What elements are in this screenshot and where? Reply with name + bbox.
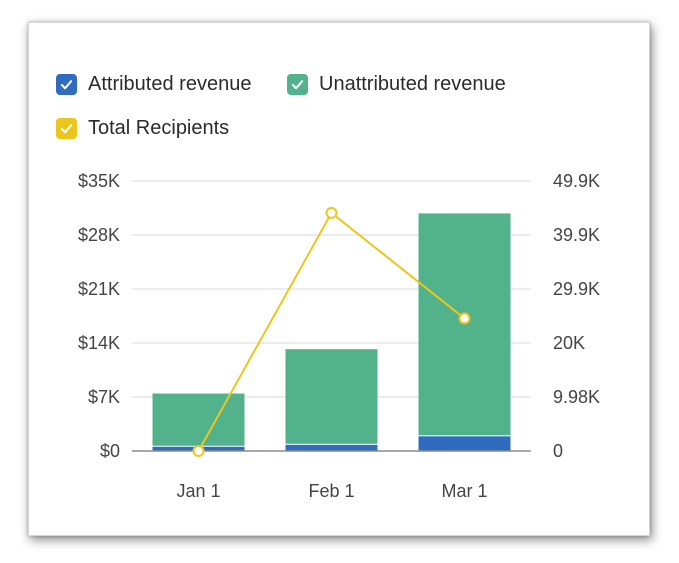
legend-label: Attributed revenue [88,73,252,95]
bar-unattributed-1 [152,393,245,446]
chart-card: Attributed revenue Unattributed revenue To… [28,22,650,536]
y-left-tick-label: $7K [88,387,120,407]
y-right-tick-label: 29.9K [553,279,600,299]
y-left-tick-label: $35K [78,171,120,191]
y-left-tick-label: $28K [78,225,120,245]
y-right-tick-label: 20K [553,333,585,353]
line-point-total-recipients-2 [325,206,338,219]
legend-item-unattributed-revenue[interactable]: Unattributed revenue [287,73,506,96]
legend-checkbox-attributed-revenue[interactable] [56,74,77,95]
x-tick-label: Mar 1 [441,481,487,501]
y-right-tick-label: 0 [553,441,563,461]
legend-checkbox-total-recipients[interactable] [56,118,77,139]
legend-label: Unattributed revenue [319,73,506,95]
x-tick-label: Feb 1 [308,481,354,501]
line-point-total-recipients-3 [458,312,471,325]
y-right-tick-label: 49.9K [553,171,600,191]
y-left-tick-label: $21K [78,279,120,299]
legend-item-total-recipients[interactable]: Total Recipients [56,117,229,140]
x-tick-label: Jan 1 [176,481,220,501]
line-point-total-recipients-1 [192,445,205,457]
y-right-tick-label: 39.9K [553,225,600,245]
y-left-tick-label: $0 [100,441,120,461]
y-left-tick-label: $14K [78,333,120,353]
check-icon [60,80,73,90]
bar-attributed-2 [285,444,378,451]
legend-item-attributed-revenue[interactable]: Attributed revenue [56,73,251,96]
check-icon [291,80,304,90]
legend-checkbox-unattributed-revenue[interactable] [287,74,308,95]
bar-attributed-3 [418,436,511,451]
check-icon [60,124,73,134]
y-right-tick-label: 9.98K [553,387,600,407]
combo-chart: $0 $7K $14K $21K $28K $35K 0 9.98K 20K 29.9K 39.9K… [78,171,600,501]
bar-unattributed-2 [285,349,378,444]
legend-label: Total Recipients [88,117,230,139]
